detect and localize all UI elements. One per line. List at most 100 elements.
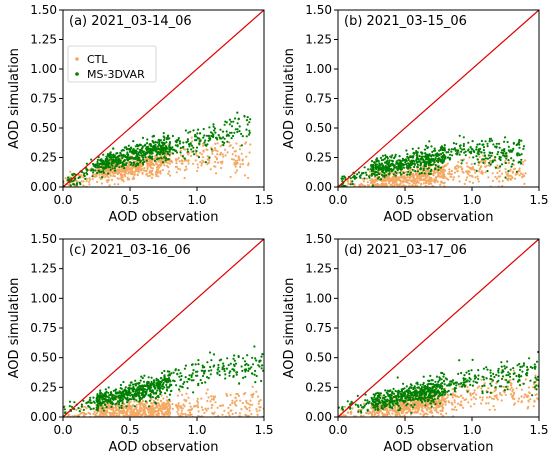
point (505, 177, 508, 180)
point (116, 400, 119, 403)
point (134, 390, 137, 393)
point (497, 150, 500, 154)
point (155, 150, 158, 153)
point (385, 160, 388, 163)
point (192, 391, 195, 394)
point (504, 176, 507, 179)
point (225, 367, 228, 370)
point (455, 167, 458, 170)
point (241, 402, 244, 405)
point (386, 162, 389, 165)
point (165, 399, 169, 402)
point (494, 175, 497, 178)
point (225, 121, 228, 124)
point (200, 369, 204, 372)
point (152, 149, 155, 152)
point (103, 393, 106, 396)
point (178, 405, 182, 408)
point (383, 157, 386, 160)
point (429, 159, 432, 162)
point (416, 170, 420, 173)
point (160, 150, 163, 153)
point (240, 132, 243, 135)
point (201, 364, 204, 367)
point (230, 131, 233, 134)
point (143, 409, 146, 412)
point (392, 164, 395, 167)
point (185, 399, 188, 402)
point (416, 410, 419, 413)
point (411, 147, 414, 150)
point (193, 405, 196, 408)
point (370, 179, 374, 182)
point (199, 140, 202, 143)
point (486, 157, 489, 160)
point (409, 162, 412, 165)
point (188, 411, 192, 414)
point (184, 129, 187, 132)
point (168, 398, 171, 401)
point (135, 388, 138, 391)
point (202, 370, 206, 373)
point (166, 161, 169, 164)
point (163, 408, 166, 411)
point (123, 163, 126, 166)
point (488, 156, 491, 159)
y-tick-label: 1.25 (30, 33, 57, 47)
point (168, 149, 171, 152)
point (493, 408, 496, 411)
point (181, 146, 184, 149)
point (385, 169, 388, 173)
point (100, 170, 103, 174)
point (151, 157, 154, 160)
point (162, 378, 165, 381)
point (121, 398, 125, 401)
point (518, 146, 521, 149)
point (402, 176, 405, 179)
point (251, 363, 255, 366)
point (416, 405, 419, 408)
point (394, 153, 397, 156)
point (100, 165, 103, 168)
point (412, 172, 415, 175)
point (73, 407, 76, 411)
point (125, 391, 128, 394)
point (478, 385, 481, 388)
point (379, 166, 382, 169)
point (201, 374, 205, 378)
point (179, 154, 182, 157)
point (130, 413, 133, 416)
point (80, 405, 83, 408)
x-tick-label: 0.5 (395, 193, 414, 207)
point (210, 359, 213, 362)
point (520, 401, 523, 404)
point (343, 405, 347, 408)
point (125, 389, 128, 392)
point (175, 171, 178, 174)
point (196, 132, 199, 135)
point (249, 118, 252, 121)
point (503, 148, 506, 151)
point (232, 363, 236, 366)
point (494, 395, 497, 398)
point (509, 178, 512, 181)
point (466, 176, 469, 179)
point (476, 177, 479, 180)
point (240, 365, 243, 368)
point (232, 357, 235, 360)
point (122, 414, 125, 417)
point (522, 145, 526, 148)
point (427, 167, 430, 170)
point (258, 400, 261, 403)
point (159, 148, 162, 151)
point (141, 376, 144, 380)
point (249, 143, 252, 146)
point (202, 150, 205, 153)
point (487, 402, 490, 405)
point (206, 143, 209, 146)
point (131, 152, 134, 155)
point (220, 358, 223, 361)
point (223, 369, 226, 373)
point (141, 167, 144, 170)
